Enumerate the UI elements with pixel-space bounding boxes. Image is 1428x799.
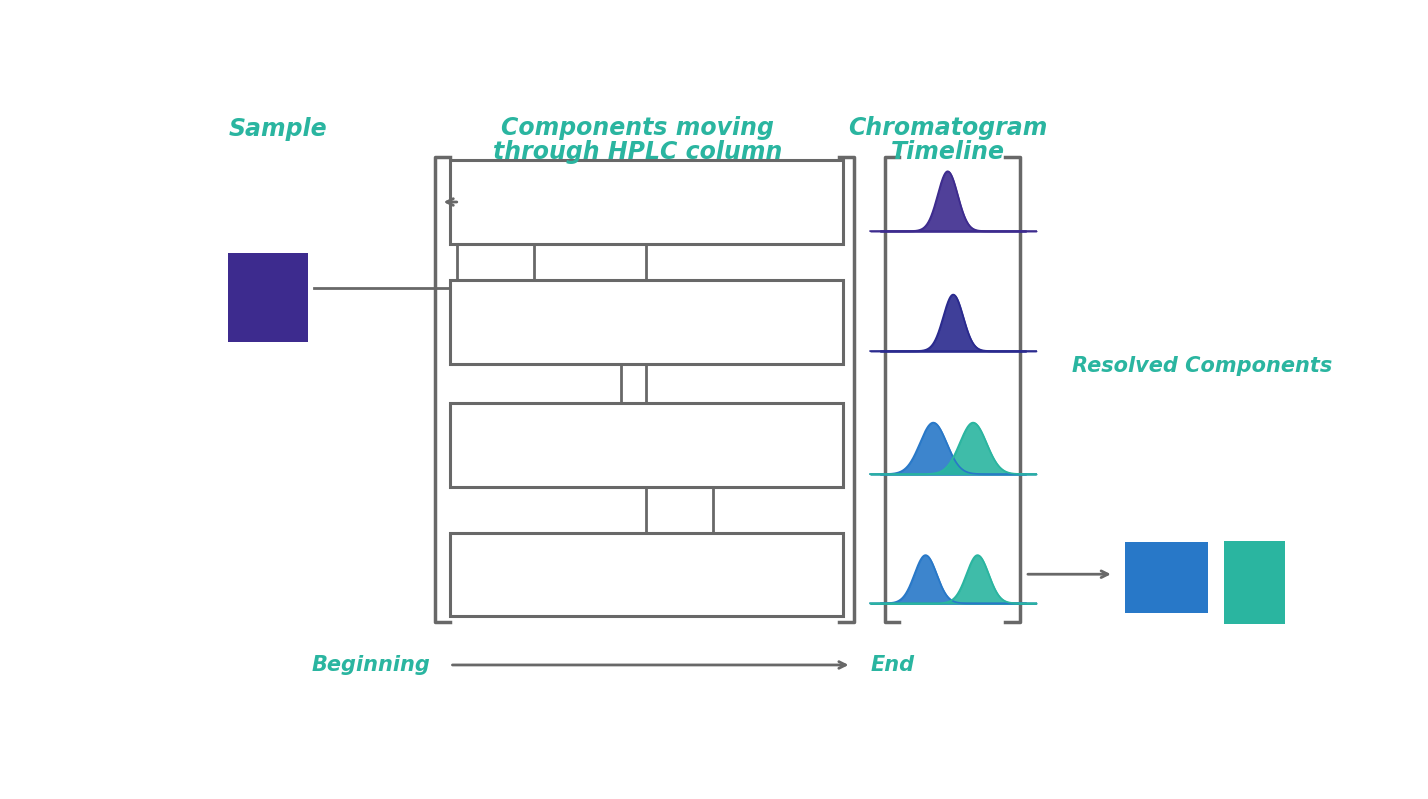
Text: Sample: Sample: [228, 117, 327, 141]
Bar: [450, 280, 843, 364]
Bar: [450, 403, 843, 487]
Text: Beginning: Beginning: [311, 655, 431, 675]
Text: Timeline: Timeline: [891, 140, 1005, 164]
Text: Components moving: Components moving: [501, 116, 774, 140]
Bar: [450, 161, 843, 244]
Text: through HPLC column: through HPLC column: [493, 140, 783, 164]
Bar: [1125, 542, 1208, 613]
Bar: [228, 252, 308, 342]
Text: Resolved Components: Resolved Components: [1072, 356, 1332, 376]
Text: End: End: [870, 655, 914, 675]
Bar: [450, 533, 843, 616]
Bar: [1224, 541, 1308, 624]
Text: Chromatogram: Chromatogram: [848, 116, 1047, 140]
